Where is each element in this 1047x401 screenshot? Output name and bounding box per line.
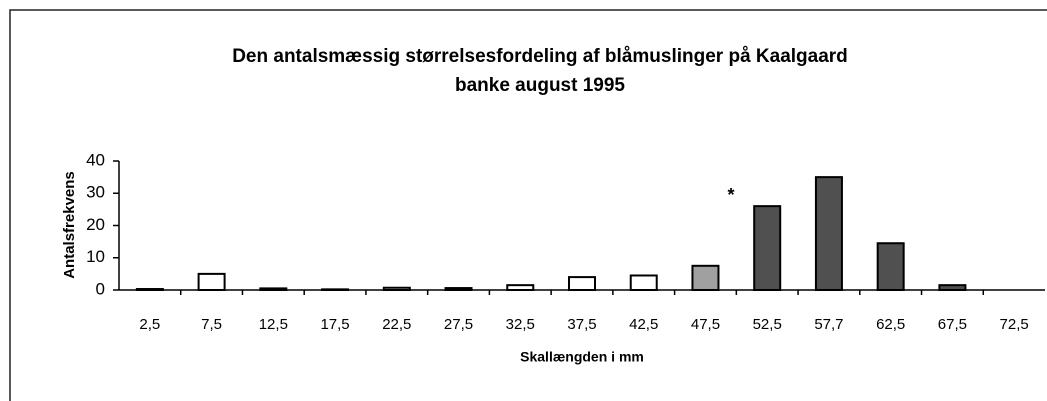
x-tick-label: 62,5	[876, 316, 905, 333]
bar	[814, 176, 843, 291]
x-tick-label: 72,5	[1000, 316, 1029, 333]
y-tick-label: 20	[86, 215, 105, 234]
bar	[753, 205, 782, 291]
x-tick-label: 22,5	[382, 316, 411, 333]
x-tick-label: 52,5	[753, 316, 782, 333]
y-tick-label: 10	[86, 247, 105, 266]
y-tick-label: 30	[86, 183, 105, 202]
x-tick-label: 42,5	[629, 316, 658, 333]
bar	[568, 276, 596, 292]
chart-subtitle: banke august 1995	[455, 75, 625, 96]
x-tick-label: 32,5	[506, 316, 535, 333]
bar	[629, 274, 658, 291]
y-axis-title: Antalsfrekvens	[61, 171, 78, 279]
chart-title: Den antalsmæssig størrelsesfordeling af …	[232, 46, 848, 67]
bar	[197, 272, 226, 291]
x-tick-label: 12,5	[259, 316, 288, 333]
x-tick-label: 37,5	[567, 316, 596, 333]
y-tick-label: 0	[96, 279, 105, 298]
annotation: *	[727, 185, 734, 205]
x-tick-label: 57,7	[814, 316, 843, 333]
x-tick-label: 67,5	[938, 316, 967, 333]
x-tick-label: 2,5	[139, 316, 160, 333]
bar	[876, 242, 905, 292]
bar	[691, 264, 720, 291]
y-tick-label: 40	[86, 150, 105, 169]
x-tick-label: 47,5	[691, 316, 720, 333]
frame	[9, 9, 1047, 401]
x-tick-label: 27,5	[444, 316, 473, 333]
x-tick-label: 17,5	[320, 316, 349, 333]
x-tick-label: 7,5	[201, 316, 222, 333]
x-axis-title: Skallængden i mm	[520, 349, 644, 365]
